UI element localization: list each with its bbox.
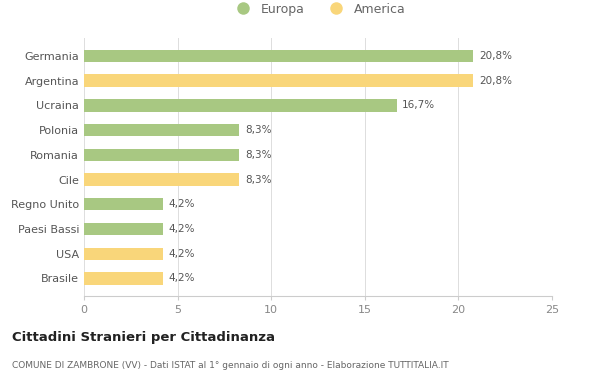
Text: 4,2%: 4,2% bbox=[168, 249, 195, 259]
Text: 16,7%: 16,7% bbox=[402, 100, 436, 110]
Bar bbox=[84, 272, 163, 285]
Text: 4,2%: 4,2% bbox=[168, 224, 195, 234]
Text: 8,3%: 8,3% bbox=[245, 174, 271, 185]
Bar bbox=[84, 247, 163, 260]
Text: Cittadini Stranieri per Cittadinanza: Cittadini Stranieri per Cittadinanza bbox=[12, 331, 275, 344]
Bar bbox=[84, 124, 239, 136]
Bar bbox=[84, 74, 473, 87]
Bar bbox=[84, 198, 163, 211]
Text: 8,3%: 8,3% bbox=[245, 150, 271, 160]
Legend: Europa, America: Europa, America bbox=[226, 0, 410, 21]
Text: COMUNE DI ZAMBRONE (VV) - Dati ISTAT al 1° gennaio di ogni anno - Elaborazione T: COMUNE DI ZAMBRONE (VV) - Dati ISTAT al … bbox=[12, 361, 449, 370]
Bar bbox=[84, 223, 163, 235]
Bar bbox=[84, 149, 239, 161]
Bar bbox=[84, 99, 397, 112]
Text: 20,8%: 20,8% bbox=[479, 51, 512, 61]
Bar bbox=[84, 50, 473, 62]
Text: 20,8%: 20,8% bbox=[479, 76, 512, 86]
Text: 4,2%: 4,2% bbox=[168, 274, 195, 283]
Bar bbox=[84, 173, 239, 186]
Text: 4,2%: 4,2% bbox=[168, 199, 195, 209]
Text: 8,3%: 8,3% bbox=[245, 125, 271, 135]
